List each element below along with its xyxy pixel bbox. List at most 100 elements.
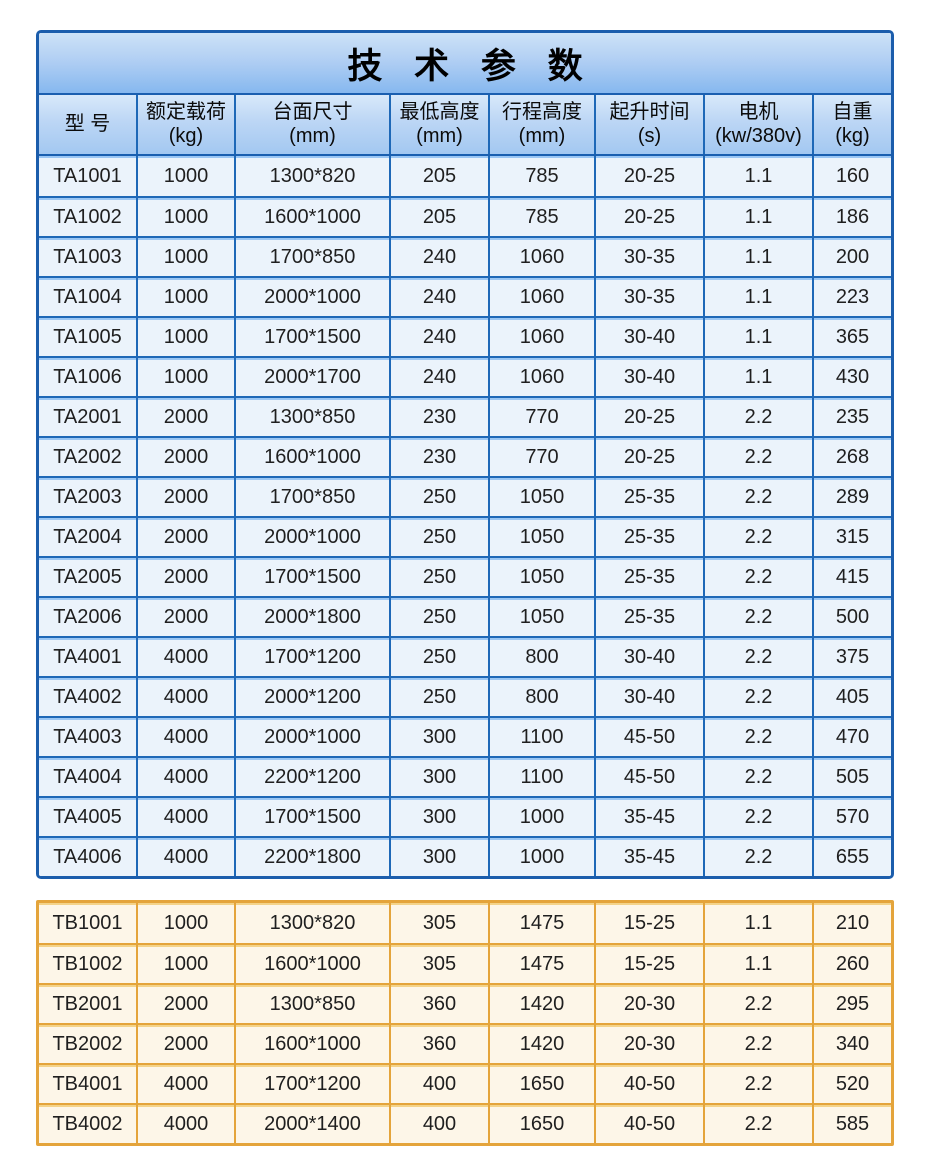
- column-header-lift-time: 起升时间 (s): [596, 95, 705, 154]
- cell-model: TB2001: [39, 985, 138, 1023]
- table-row: TB1001 1000 1300*820 305 1475 15-25 1.1 210: [39, 903, 891, 943]
- cell-model: TA1001: [39, 156, 138, 196]
- column-unit: (kg): [835, 124, 870, 147]
- cell-model: TA4005: [39, 798, 138, 836]
- cell-lift-time: 20-25: [596, 156, 705, 196]
- cell-travel-height: 1050: [490, 518, 596, 556]
- column-unit: (mm): [289, 124, 336, 147]
- cell-travel-height: 1420: [490, 1025, 596, 1063]
- cell-rated-load: 4000: [138, 838, 236, 876]
- cell-model: TA1003: [39, 238, 138, 276]
- cell-self-weight: 655: [814, 838, 891, 876]
- column-name: 台面尺寸: [272, 100, 353, 123]
- table-title: 技 术 参 数: [39, 33, 891, 95]
- cell-model: TA4006: [39, 838, 138, 876]
- cell-lift-time: 20-30: [596, 1025, 705, 1063]
- cell-platform-size: 1300*850: [236, 985, 391, 1023]
- cell-lift-time: 25-35: [596, 478, 705, 516]
- column-header-self-weight: 自重 (kg): [814, 95, 891, 154]
- cell-model: TA4003: [39, 718, 138, 756]
- cell-model: TA2005: [39, 558, 138, 596]
- cell-self-weight: 160: [814, 156, 891, 196]
- cell-lift-time: 40-50: [596, 1105, 705, 1143]
- spec-sheet: 技 术 参 数 型 号额定载荷 (kg) 台面尺寸 (mm) 最低高度 (mm) 行程高度(…: [36, 30, 894, 1146]
- cell-travel-height: 785: [490, 198, 596, 236]
- cell-platform-size: 1300*850: [236, 398, 391, 436]
- cell-lift-time: 15-25: [596, 903, 705, 943]
- table-row: TA2005 2000 1700*1500 250 1050 25-35 2.2 415: [39, 556, 891, 596]
- cell-travel-height: 1050: [490, 558, 596, 596]
- cell-lift-time: 20-25: [596, 198, 705, 236]
- column-header-min-height: 最低高度 (mm): [391, 95, 490, 154]
- cell-min-height: 250: [391, 598, 490, 636]
- cell-min-height: 240: [391, 318, 490, 356]
- cell-model: TA4001: [39, 638, 138, 676]
- table-row: TB4001 4000 1700*1200 400 1650 40-50 2.2 520: [39, 1063, 891, 1103]
- cell-self-weight: 505: [814, 758, 891, 796]
- cell-min-height: 240: [391, 278, 490, 316]
- cell-model: TA2006: [39, 598, 138, 636]
- table-row: TA1003 1000 1700*850 240 1060 30-35 1.1 200: [39, 236, 891, 276]
- table-row: TB4002 4000 2000*1400 400 1650 40-50 2.2 585: [39, 1103, 891, 1143]
- column-name: 起升时间: [609, 100, 690, 123]
- column-header-row: 型 号额定载荷 (kg) 台面尺寸 (mm) 最低高度 (mm) 行程高度 (mm) 起升时间(…: [39, 95, 891, 156]
- cell-travel-height: 1050: [490, 598, 596, 636]
- table-row: TA4002 4000 2000*1200 250 800 30-40 2.2 405: [39, 676, 891, 716]
- table-row: TA4005 4000 1700*1500 300 1000 35-45 2.2 570: [39, 796, 891, 836]
- cell-travel-height: 1650: [490, 1065, 596, 1103]
- cell-platform-size: 1700*850: [236, 238, 391, 276]
- cell-motor: 1.1: [705, 358, 814, 396]
- cell-rated-load: 1000: [138, 198, 236, 236]
- cell-motor: 2.2: [705, 478, 814, 516]
- cell-motor: 2.2: [705, 758, 814, 796]
- cell-model: TA2001: [39, 398, 138, 436]
- ta-table-body: TA1001 1000 1300*820 205 785 20-25 1.1 160 TA100…: [39, 156, 891, 876]
- column-name: 电机: [738, 100, 779, 123]
- cell-rated-load: 4000: [138, 678, 236, 716]
- cell-travel-height: 1000: [490, 838, 596, 876]
- cell-rated-load: 4000: [138, 638, 236, 676]
- cell-platform-size: 2000*1700: [236, 358, 391, 396]
- cell-min-height: 300: [391, 838, 490, 876]
- cell-platform-size: 2000*1200: [236, 678, 391, 716]
- cell-rated-load: 1000: [138, 238, 236, 276]
- cell-platform-size: 2000*1400: [236, 1105, 391, 1143]
- column-header-platform-size: 台面尺寸 (mm): [236, 95, 391, 154]
- cell-platform-size: 1700*1200: [236, 1065, 391, 1103]
- cell-travel-height: 1060: [490, 318, 596, 356]
- cell-rated-load: 1000: [138, 945, 236, 983]
- cell-self-weight: 295: [814, 985, 891, 1023]
- cell-lift-time: 30-40: [596, 678, 705, 716]
- cell-rated-load: 2000: [138, 985, 236, 1023]
- cell-travel-height: 1100: [490, 718, 596, 756]
- cell-lift-time: 15-25: [596, 945, 705, 983]
- cell-self-weight: 585: [814, 1105, 891, 1143]
- cell-platform-size: 2200*1800: [236, 838, 391, 876]
- column-header-travel-height: 行程高度 (mm): [490, 95, 596, 154]
- cell-model: TA1005: [39, 318, 138, 356]
- table-row: TA2006 2000 2000*1800 250 1050 25-35 2.2 500: [39, 596, 891, 636]
- column-header-motor: 电机 (kw/380v): [705, 95, 814, 154]
- cell-min-height: 305: [391, 945, 490, 983]
- cell-min-height: 250: [391, 478, 490, 516]
- cell-min-height: 300: [391, 718, 490, 756]
- cell-lift-time: 30-40: [596, 638, 705, 676]
- table-row: TB1002 1000 1600*1000 305 1475 15-25 1.1 260: [39, 943, 891, 983]
- cell-min-height: 250: [391, 678, 490, 716]
- cell-motor: 2.2: [705, 985, 814, 1023]
- cell-min-height: 240: [391, 238, 490, 276]
- cell-min-height: 250: [391, 518, 490, 556]
- table-row: TA1001 1000 1300*820 205 785 20-25 1.1 160: [39, 156, 891, 196]
- table-row: TB2002 2000 1600*1000 360 1420 20-30 2.2 340: [39, 1023, 891, 1063]
- cell-rated-load: 2000: [138, 1025, 236, 1063]
- table-row: TA1002 1000 1600*1000 205 785 20-25 1.1 186: [39, 196, 891, 236]
- cell-rated-load: 4000: [138, 1065, 236, 1103]
- cell-self-weight: 340: [814, 1025, 891, 1063]
- cell-lift-time: 20-25: [596, 438, 705, 476]
- cell-platform-size: 2000*1800: [236, 598, 391, 636]
- cell-rated-load: 1000: [138, 318, 236, 356]
- cell-model: TB4001: [39, 1065, 138, 1103]
- cell-travel-height: 1475: [490, 945, 596, 983]
- cell-self-weight: 500: [814, 598, 891, 636]
- cell-platform-size: 2200*1200: [236, 758, 391, 796]
